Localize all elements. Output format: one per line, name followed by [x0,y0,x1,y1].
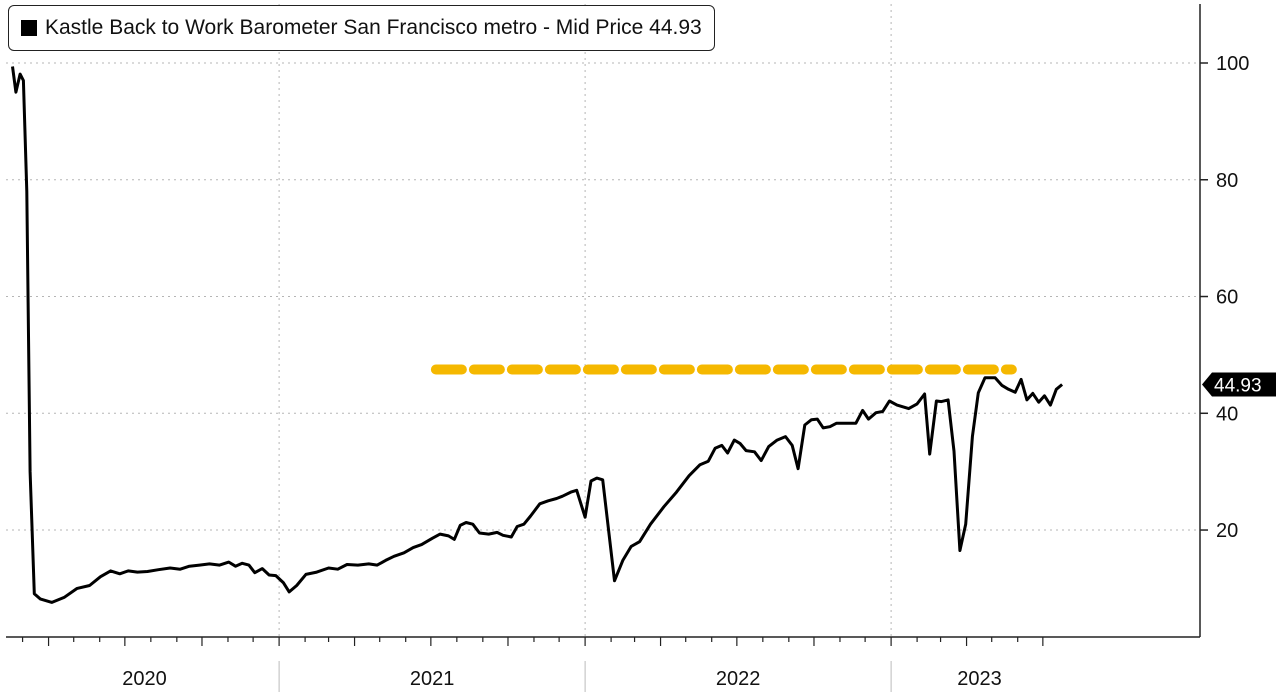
last-value-tag [1202,372,1276,397]
series-line-0 [11,66,1064,604]
xtick-label-2021: 2021 [410,668,455,690]
ytick-label-60: 60 [1216,287,1238,309]
legend-label: Kastle Back to Work Barometer San Franci… [45,16,702,39]
axes [6,4,1208,692]
legend: Kastle Back to Work Barometer San Franci… [8,5,715,51]
ytick-label-40: 40 [1216,403,1238,425]
xtick-label-2020: 2020 [122,668,167,690]
ytick-label-80: 80 [1216,170,1238,192]
ytick-label-20: 20 [1216,520,1238,542]
xtick-label-2023: 2023 [957,668,1002,690]
xtick-label-2022: 2022 [716,668,761,690]
tick-labels: 20 40 60 80 100 2020 2021 2022 2023 44.93 [122,53,1276,690]
grid-lines [6,4,1200,637]
last-value-label: 44.93 [1214,375,1262,396]
ytick-label-100: 100 [1216,53,1249,75]
legend-swatch [21,20,37,36]
series-layer [11,66,1064,604]
